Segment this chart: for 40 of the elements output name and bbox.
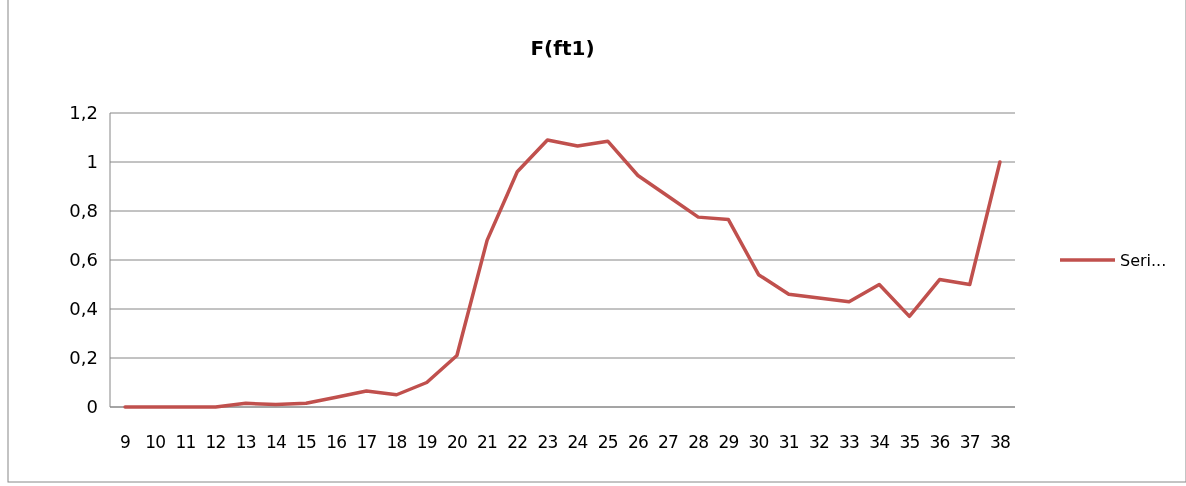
y-tick-label: 0,2: [69, 347, 98, 369]
x-tick-label: 21: [477, 431, 498, 452]
x-tick-label: 30: [748, 431, 769, 452]
x-tick-label: 16: [326, 431, 347, 452]
x-tick-label: 19: [416, 431, 437, 452]
x-tick-label: 35: [899, 431, 920, 452]
x-tick-label: 28: [688, 431, 709, 452]
x-tick-label: 13: [235, 431, 256, 452]
y-tick-label: 1: [86, 151, 98, 173]
y-tick-label: 0,8: [69, 200, 98, 222]
chart-title: F(ft1): [530, 36, 595, 60]
x-tick-label: 24: [567, 431, 588, 452]
x-tick-label: 20: [446, 431, 467, 452]
x-tick-label: 23: [537, 431, 558, 452]
x-tick-label: 9: [120, 431, 131, 452]
y-tick-label: 0,4: [69, 298, 98, 320]
x-tick-label: 15: [296, 431, 317, 452]
y-tick-label: 1,2: [69, 102, 98, 124]
x-tick-label: 12: [205, 431, 226, 452]
x-tick-label: 36: [929, 431, 950, 452]
x-tick-label: 32: [808, 431, 829, 452]
x-tick-label: 37: [959, 431, 980, 452]
x-tick-label: 27: [658, 431, 679, 452]
x-tick-label: 11: [175, 431, 196, 452]
y-tick-label: 0: [86, 396, 98, 418]
x-tick-label: 14: [265, 431, 286, 452]
x-tick-label: 17: [356, 431, 377, 452]
x-tick-label: 33: [839, 431, 860, 452]
y-tick-label: 0,6: [69, 249, 98, 271]
x-tick-label: 18: [386, 431, 407, 452]
line-series: [123, 138, 1002, 409]
x-tick-label: 26: [627, 431, 648, 452]
x-tick-label: 34: [869, 431, 890, 452]
x-tick-label: 29: [718, 431, 739, 452]
legend-label: Seri...: [1120, 250, 1167, 270]
x-tick-label: 10: [145, 431, 166, 452]
x-tick-label: 38: [989, 431, 1010, 452]
x-tick-label: 25: [597, 431, 618, 452]
x-tick-label: 22: [507, 431, 528, 452]
x-tick-label: 31: [778, 431, 799, 452]
